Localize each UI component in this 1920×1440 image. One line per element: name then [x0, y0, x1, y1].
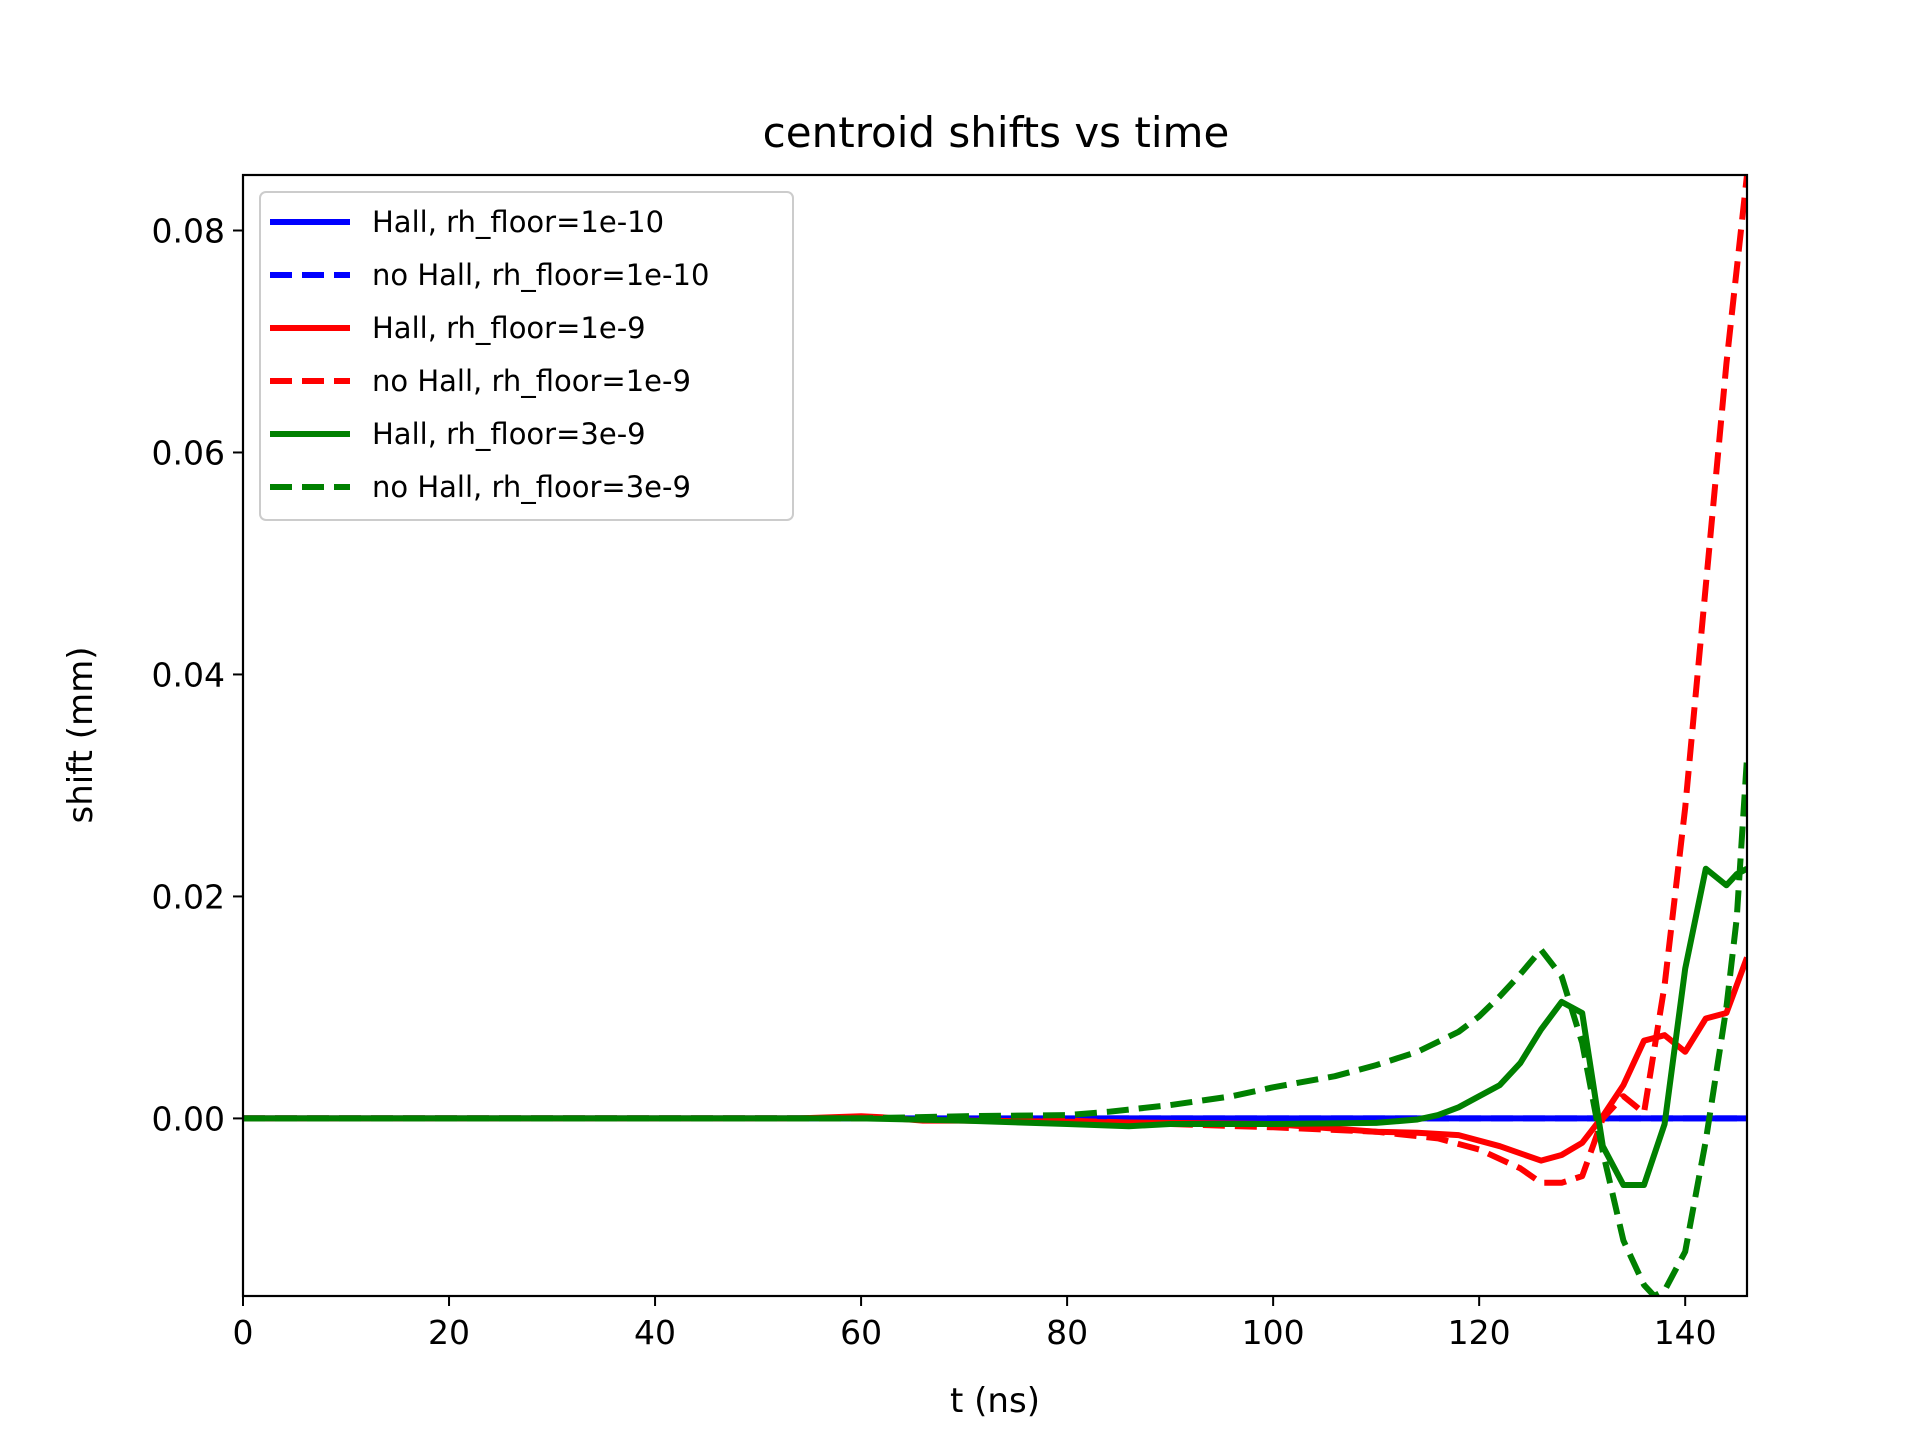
y-tick-label: 0.04	[152, 655, 225, 694]
x-tick-label: 100	[1242, 1313, 1305, 1352]
x-tick-label: 120	[1448, 1313, 1511, 1352]
y-tick-label: 0.08	[152, 211, 225, 250]
x-tick-label: 40	[634, 1313, 676, 1352]
y-axis-label: shift (mm)	[61, 647, 101, 824]
plot-frame	[241, 173, 1749, 1298]
legend-label: no Hall, rh_floor=3e-9	[372, 470, 691, 504]
x-tick-label: 80	[1046, 1313, 1088, 1352]
x-tick-label: 0	[233, 1313, 254, 1352]
y-tick-label: 0.06	[152, 433, 225, 472]
legend-label: no Hall, rh_floor=1e-9	[372, 364, 691, 398]
legend-label: Hall, rh_floor=3e-9	[372, 417, 646, 451]
legend-label: Hall, rh_floor=1e-9	[372, 311, 646, 345]
y-tick-label: 0.02	[152, 877, 225, 916]
x-tick-label: 60	[840, 1313, 882, 1352]
x-tick-label: 140	[1654, 1313, 1717, 1352]
legend-box	[259, 191, 794, 521]
x-tick-label: 20	[428, 1313, 470, 1352]
series-line-5	[243, 865, 1747, 1188]
chart-title: centroid shifts vs time	[763, 108, 1230, 157]
y-tick-label: 0.00	[152, 1099, 225, 1138]
x-axis-label: t (ns)	[950, 1381, 1040, 1421]
legend-label: no Hall, rh_floor=1e-10	[372, 258, 709, 292]
series-line-6	[243, 757, 1747, 1296]
legend-label: Hall, rh_floor=1e-10	[372, 205, 664, 239]
